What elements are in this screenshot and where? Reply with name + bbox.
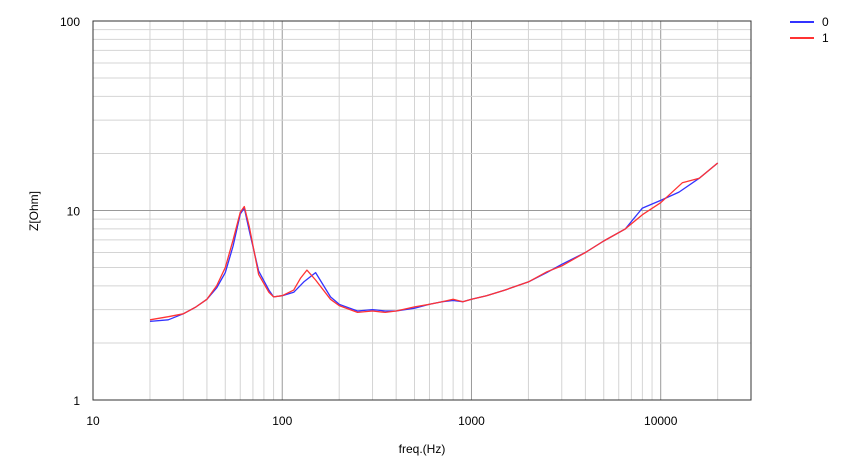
y-axis-label: Z[Ohm]	[27, 191, 41, 231]
grid-lines	[92, 21, 752, 401]
series-line-0	[149, 162, 719, 323]
x-tick-label: 10	[86, 414, 100, 428]
legend: 01	[790, 15, 829, 45]
plot-frame	[92, 20, 752, 401]
x-tick-label: 10000	[644, 414, 678, 428]
legend-label-1: 1	[822, 31, 829, 45]
legend-label-0: 0	[822, 15, 829, 29]
series-line-1	[149, 162, 719, 321]
x-tick-labels: 10 100 1000 10000	[86, 414, 677, 428]
y-tick-label: 100	[60, 15, 80, 29]
x-tick-label: 100	[272, 414, 292, 428]
y-tick-label: 10	[67, 205, 81, 219]
y-tick-labels: 1 10 100	[60, 15, 80, 408]
x-axis-label: freq.(Hz)	[399, 442, 446, 456]
y-tick-label: 1	[73, 394, 80, 408]
x-tick-label: 1000	[458, 414, 485, 428]
series-lines	[149, 162, 719, 323]
